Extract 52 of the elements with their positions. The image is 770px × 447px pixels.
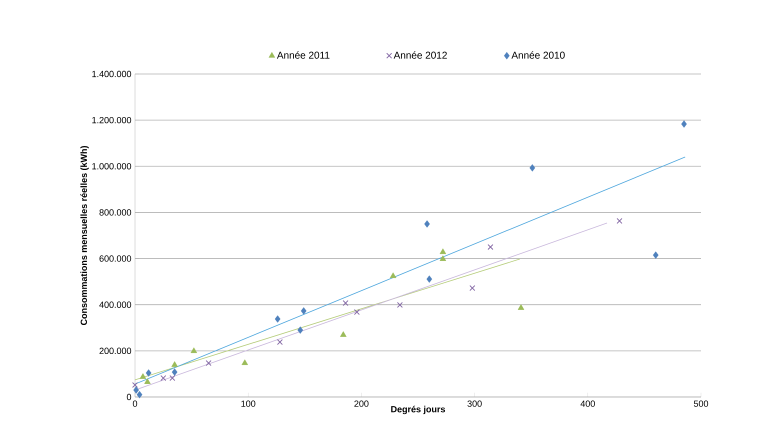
point bbox=[424, 220, 430, 228]
point bbox=[242, 359, 248, 366]
point bbox=[340, 331, 347, 337]
point bbox=[652, 251, 659, 259]
y-tick-label: 800.000 bbox=[99, 209, 132, 216]
point bbox=[171, 361, 178, 367]
point bbox=[160, 375, 166, 381]
point bbox=[206, 360, 212, 366]
point bbox=[144, 378, 151, 384]
point bbox=[426, 275, 432, 283]
y-tick-label: 0 bbox=[126, 394, 132, 400]
point bbox=[140, 373, 146, 379]
y-axis-title: Consommations mensuelles réelles (kWh) bbox=[80, 146, 89, 326]
point bbox=[354, 309, 360, 316]
point bbox=[169, 375, 176, 381]
point bbox=[300, 307, 306, 315]
point bbox=[274, 315, 280, 323]
point bbox=[488, 244, 494, 250]
x-tick-label: 300 bbox=[467, 400, 482, 407]
legend-label: Année 2012 bbox=[394, 51, 447, 59]
point bbox=[190, 347, 198, 354]
x-tick-label: 100 bbox=[241, 400, 256, 407]
y-tick-label: 1.400.000 bbox=[92, 70, 132, 78]
point bbox=[276, 339, 283, 345]
legend-label: Année 2011 bbox=[276, 51, 330, 59]
point bbox=[440, 248, 446, 254]
y-tick-label: 400.000 bbox=[99, 302, 132, 308]
point bbox=[342, 300, 348, 306]
point bbox=[530, 164, 536, 172]
point bbox=[390, 272, 396, 278]
y-tick-label: 1.000.000 bbox=[92, 163, 132, 170]
point bbox=[518, 304, 524, 310]
point bbox=[146, 369, 152, 377]
y-tick-label: 600.000 bbox=[100, 255, 132, 262]
point bbox=[681, 120, 687, 128]
x-axis-title: Degrés jours bbox=[391, 406, 446, 414]
y-tick-label: 1.200.000 bbox=[92, 116, 132, 124]
point bbox=[297, 326, 304, 334]
point bbox=[440, 255, 446, 261]
point bbox=[132, 382, 138, 388]
x-tick-label: 400 bbox=[580, 400, 595, 407]
x-tick-label: 0 bbox=[132, 400, 138, 407]
x-tick-label: 200 bbox=[354, 400, 369, 407]
point bbox=[133, 386, 139, 394]
point bbox=[136, 390, 142, 398]
point bbox=[469, 285, 476, 292]
legend-label: Année 2010 bbox=[511, 51, 565, 59]
point bbox=[396, 302, 403, 308]
point bbox=[172, 368, 178, 376]
x-tick-label: 500 bbox=[694, 400, 708, 407]
y-tick-label: 200.000 bbox=[100, 348, 132, 354]
point bbox=[616, 218, 622, 224]
